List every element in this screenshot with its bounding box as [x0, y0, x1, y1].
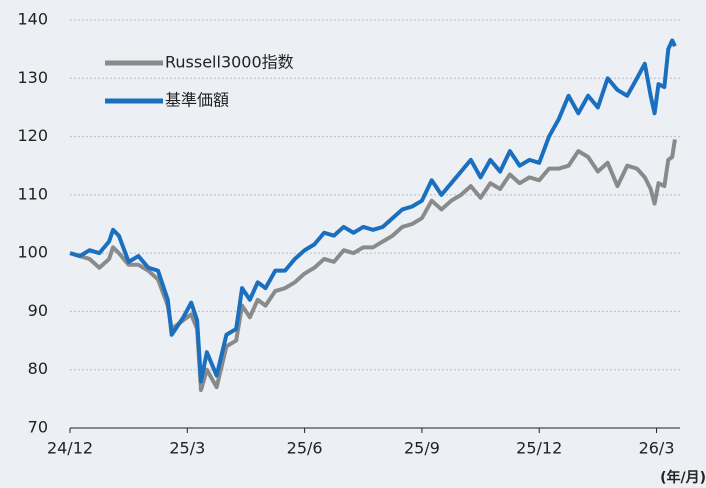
- y-tick-label: 100: [17, 243, 48, 262]
- legend-label: 基準価額: [165, 91, 229, 110]
- x-tick-label: 25/9: [404, 439, 440, 458]
- x-tick-label: 25/3: [169, 439, 205, 458]
- series-line: [69, 38, 677, 384]
- x-tick-label: 25/6: [287, 439, 323, 458]
- y-tick-label: 140: [17, 10, 48, 29]
- y-tick-label: 90: [28, 301, 48, 320]
- y-tick-label: 130: [17, 68, 48, 87]
- y-tick-label: 80: [28, 359, 48, 378]
- x-tick-label: 25/12: [516, 439, 562, 458]
- legend-label: Russell3000指数: [165, 53, 294, 72]
- x-tick-label: 24/12: [47, 439, 93, 458]
- x-axis-label: (年/月): [660, 469, 706, 486]
- y-tick-label: 110: [17, 184, 48, 203]
- x-tick-label: 26/3: [639, 439, 675, 458]
- y-tick-label: 70: [28, 418, 48, 437]
- y-tick-label: 120: [17, 126, 48, 145]
